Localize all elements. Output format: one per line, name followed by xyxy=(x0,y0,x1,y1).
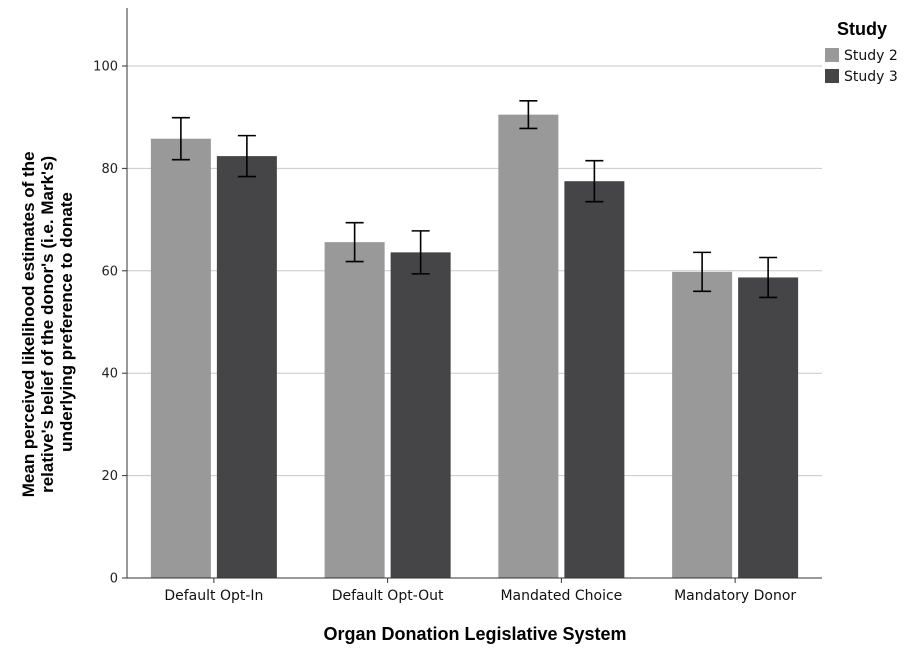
bar-1-2 xyxy=(324,242,385,579)
x-axis-categories: Default Opt-In Default Opt-Out Mandated Ch… xyxy=(164,578,796,604)
legend-swatch-study-2 xyxy=(825,48,839,62)
bar-2-2 xyxy=(390,252,451,579)
error-bar-1-3 xyxy=(519,100,538,130)
y-tick-label-60: 60 xyxy=(101,264,118,279)
error-bar-1-4 xyxy=(693,251,712,293)
legend: Study Study 2 Study 3 xyxy=(825,19,898,85)
bar-2-1 xyxy=(216,156,277,578)
y-axis-title-line-1: Mean perceived likelihood estimates of t… xyxy=(19,151,38,497)
bar-1-1 xyxy=(150,138,211,579)
error-bar-2-2 xyxy=(411,230,430,275)
legend-swatch-study-3 xyxy=(825,69,839,83)
bar-2-4 xyxy=(738,277,799,578)
x-category-label-4: Mandatory Donor xyxy=(674,588,796,604)
bar-2-3 xyxy=(564,181,625,578)
x-axis-title: Organ Donation Legislative System xyxy=(323,624,626,644)
legend-title: Study xyxy=(837,19,887,39)
y-tick-label-100: 100 xyxy=(93,60,118,75)
error-bar-1-1 xyxy=(171,116,190,161)
y-tick-label-80: 80 xyxy=(101,162,118,177)
legend-label-study-3: Study 3 xyxy=(844,69,898,85)
y-tick-label-20: 20 xyxy=(101,469,118,484)
error-bars xyxy=(171,100,778,299)
error-bar-2-3 xyxy=(585,159,604,203)
x-category-label-1: Default Opt-In xyxy=(164,588,263,604)
error-bar-1-2 xyxy=(345,221,364,263)
y-tick-label-0: 0 xyxy=(110,572,118,587)
bar-1-3 xyxy=(498,114,559,578)
y-tick-label-40: 40 xyxy=(101,367,118,382)
y-axis-title-line-2: relative's belief of the donor's (i.e. M… xyxy=(38,156,57,493)
error-bar-2-4 xyxy=(759,256,778,299)
error-bar-2-1 xyxy=(237,134,256,178)
bar-1-4 xyxy=(672,271,733,578)
x-category-label-3: Mandated Choice xyxy=(500,588,622,604)
y-axis-title: Mean perceived likelihood estimates of t… xyxy=(19,147,76,498)
bars xyxy=(150,114,799,579)
x-category-label-2: Default Opt-Out xyxy=(332,588,444,604)
legend-label-study-2: Study 2 xyxy=(844,48,898,64)
svg-text:Mean perceived likelihood esti: Mean perceived likelihood estimates of t… xyxy=(19,147,76,498)
y-axis-title-line-3: underlying preference to donate xyxy=(57,192,76,452)
y-axis-ticks: 0 20 40 60 80 100 xyxy=(93,60,127,587)
